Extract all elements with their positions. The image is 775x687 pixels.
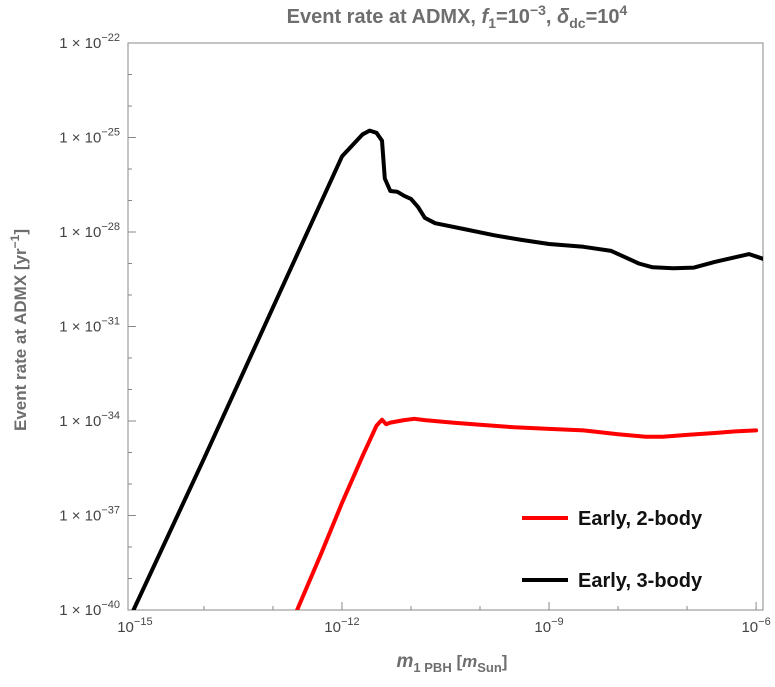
x-tick-label: 10−15 — [117, 616, 152, 636]
y-label-exp: −1 — [8, 234, 22, 248]
y-tick-label: 1 × 10−25 — [59, 127, 120, 147]
title-delta-sub: dc — [569, 15, 586, 31]
title-f-exp: −3 — [530, 2, 546, 18]
x-tick-label: 10−6 — [741, 616, 770, 636]
y-label-close: ] — [11, 229, 30, 235]
title-f-eq: =10 — [496, 6, 530, 28]
title-delta-eq: =10 — [586, 6, 620, 28]
legend: Early, 2-body Early, 3-body — [522, 508, 703, 592]
x-tick-label: 10−12 — [324, 616, 359, 636]
y-tick-label: 1 × 10−31 — [59, 316, 120, 336]
x-tick-label: 10−9 — [534, 616, 563, 636]
x-label-unit-sub: Sun — [477, 660, 502, 675]
y-tick-label: 1 × 10−28 — [59, 221, 120, 241]
y-tick-label: 1 × 10−34 — [59, 410, 120, 430]
series-lines — [131, 128, 763, 610]
x-label-open: [ — [452, 652, 463, 671]
x-axis-label: m1 PBH [mSun] — [397, 651, 508, 675]
y-axis-ticks: 1 × 10−22 1 × 10−25 1 × 10−28 1 × 10−31 1 × … — [59, 32, 136, 619]
chart-title: Event rate at ADMX, f1=10−3, δdc=104 — [287, 2, 628, 31]
x-label-unit: m — [462, 652, 477, 671]
legend-label-early-2-body: Early, 2-body — [578, 508, 703, 530]
x-label-close: ] — [502, 652, 508, 671]
y-tick-label: 1 × 10−22 — [59, 32, 120, 52]
title-delta-exp: 4 — [620, 2, 628, 18]
series-line-early-3-body — [131, 128, 763, 610]
x-label-m-sub: 1 PBH — [413, 660, 451, 675]
title-f-sub: 1 — [488, 15, 496, 31]
series-line-early-2-body — [295, 416, 759, 610]
title-sep: , — [546, 6, 557, 28]
y-tick-label: 1 × 10−40 — [59, 599, 120, 619]
title-delta-symbol: δ — [557, 6, 570, 28]
y-label-main: Event rate at ADMX [yr — [11, 248, 30, 431]
legend-label-early-3-body: Early, 3-body — [578, 570, 703, 592]
title-f-symbol: f — [482, 6, 491, 28]
x-axis-ticks: 10−15 10−12 10−9 10−6 — [117, 602, 771, 636]
title-main: Event rate at ADMX, — [287, 6, 482, 28]
y-axis-label: Event rate at ADMX [yr−1] — [8, 229, 30, 431]
x-label-m: m — [397, 651, 414, 672]
y-tick-label: 1 × 10−37 — [59, 505, 120, 525]
